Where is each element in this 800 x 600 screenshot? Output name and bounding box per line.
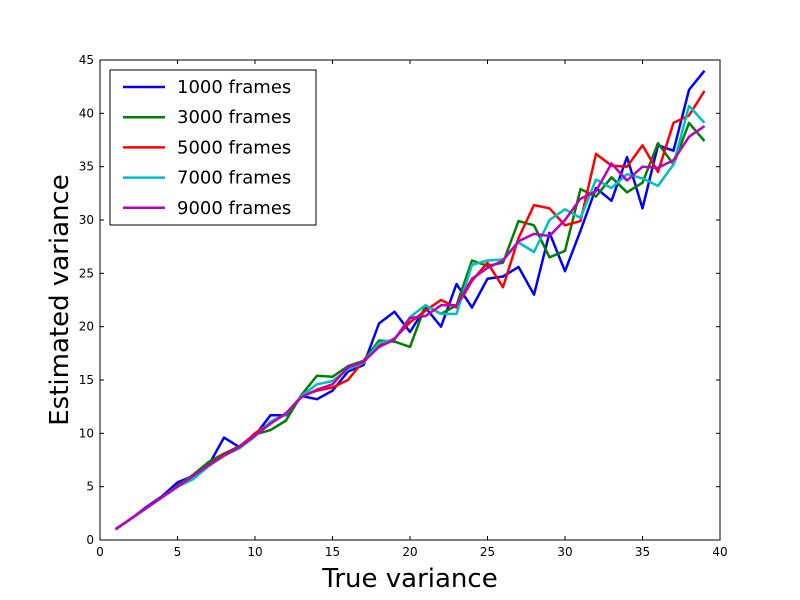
legend-label-1: 3000 frames [177,107,291,128]
x-tick-label-7: 35 [635,545,650,559]
series-line-0 [114,69,706,531]
y-axis-label: Estimated variance [45,174,75,426]
x-tick-label-6: 30 [557,545,572,559]
y-tick-label-8: 40 [79,106,94,120]
legend-label-2: 5000 frames [177,137,291,158]
legend-label-4: 9000 frames [177,198,291,219]
x-tick-label-5: 25 [480,545,495,559]
series-line-4 [114,125,706,531]
y-tick-label-6: 30 [79,213,94,227]
y-tick-label-7: 35 [79,160,94,174]
legend: 1000 frames 3000 frames 5000 frames 7000 fr… [109,69,317,226]
x-tick-label-4: 20 [402,545,417,559]
x-tick-label-2: 10 [247,545,262,559]
series-line-1 [114,121,706,531]
y-tick-label-5: 25 [79,266,94,280]
y-tick-label-1: 5 [86,480,94,494]
y-tick-label-0: 0 [86,533,94,547]
legend-label-0: 1000 frames [177,77,291,98]
y-tick-label-2: 10 [79,426,94,440]
x-tick-label-0: 0 [96,545,104,559]
legend-label-3: 7000 frames [177,168,291,189]
x-tick-label-3: 15 [325,545,340,559]
y-tick-label-3: 15 [79,373,94,387]
ticks-layer: 0 5 10 15 20 25 30 35 40 0 5 10 15 20 25 30 35 40 45 [79,53,728,559]
y-tick-label-9: 45 [79,53,94,67]
series-layer [114,69,706,531]
x-axis-label: True variance [321,564,497,594]
y-tick-label-4: 20 [79,320,94,334]
x-tick-label-8: 40 [712,545,727,559]
x-tick-label-1: 5 [174,545,182,559]
